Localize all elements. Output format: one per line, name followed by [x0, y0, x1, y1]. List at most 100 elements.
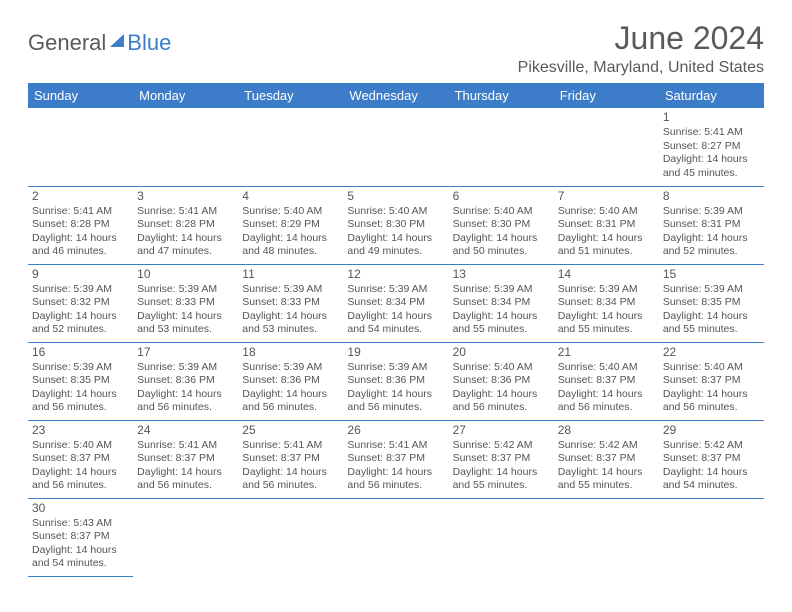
- daylight-text: Daylight: 14 hours and 55 minutes.: [558, 310, 655, 337]
- sunrise-text: Sunrise: 5:39 AM: [137, 283, 234, 296]
- sunset-text: Sunset: 8:30 PM: [347, 218, 444, 231]
- day-number: 11: [242, 267, 339, 282]
- daylight-text: Daylight: 14 hours and 54 minutes.: [663, 466, 760, 493]
- brand-part2: Blue: [127, 30, 171, 56]
- day-number: 21: [558, 345, 655, 360]
- daylight-text: Daylight: 14 hours and 56 minutes.: [663, 388, 760, 415]
- calendar-row: 2Sunrise: 5:41 AMSunset: 8:28 PMDaylight…: [28, 186, 764, 264]
- sunrise-text: Sunrise: 5:39 AM: [242, 283, 339, 296]
- day-cell: 29Sunrise: 5:42 AMSunset: 8:37 PMDayligh…: [659, 420, 764, 498]
- daylight-text: Daylight: 14 hours and 47 minutes.: [137, 232, 234, 259]
- sunrise-text: Sunrise: 5:43 AM: [32, 517, 129, 530]
- sunset-text: Sunset: 8:37 PM: [242, 452, 339, 465]
- title-block: June 2024 Pikesville, Maryland, United S…: [518, 20, 764, 77]
- sunset-text: Sunset: 8:36 PM: [347, 374, 444, 387]
- daylight-text: Daylight: 14 hours and 54 minutes.: [347, 310, 444, 337]
- daylight-text: Daylight: 14 hours and 45 minutes.: [663, 153, 760, 180]
- sunset-text: Sunset: 8:35 PM: [663, 296, 760, 309]
- daylight-text: Daylight: 14 hours and 56 minutes.: [242, 466, 339, 493]
- empty-cell: [343, 108, 448, 186]
- day-cell: 22Sunrise: 5:40 AMSunset: 8:37 PMDayligh…: [659, 342, 764, 420]
- day-number: 1: [663, 110, 760, 125]
- daylight-text: Daylight: 14 hours and 56 minutes.: [347, 388, 444, 415]
- empty-cell: [449, 108, 554, 186]
- day-cell: 24Sunrise: 5:41 AMSunset: 8:37 PMDayligh…: [133, 420, 238, 498]
- day-cell: 4Sunrise: 5:40 AMSunset: 8:29 PMDaylight…: [238, 186, 343, 264]
- day-header: Saturday: [659, 83, 764, 108]
- sunset-text: Sunset: 8:33 PM: [242, 296, 339, 309]
- sunrise-text: Sunrise: 5:39 AM: [347, 283, 444, 296]
- sunrise-text: Sunrise: 5:41 AM: [137, 439, 234, 452]
- sunrise-text: Sunrise: 5:39 AM: [558, 283, 655, 296]
- sunset-text: Sunset: 8:37 PM: [663, 452, 760, 465]
- day-number: 3: [137, 189, 234, 204]
- daylight-text: Daylight: 14 hours and 56 minutes.: [242, 388, 339, 415]
- empty-cell: [133, 498, 238, 576]
- daylight-text: Daylight: 14 hours and 56 minutes.: [32, 388, 129, 415]
- sunrise-text: Sunrise: 5:39 AM: [663, 283, 760, 296]
- day-number: 18: [242, 345, 339, 360]
- sunrise-text: Sunrise: 5:42 AM: [663, 439, 760, 452]
- day-cell: 6Sunrise: 5:40 AMSunset: 8:30 PMDaylight…: [449, 186, 554, 264]
- calendar-body: 1Sunrise: 5:41 AMSunset: 8:27 PMDaylight…: [28, 108, 764, 576]
- daylight-text: Daylight: 14 hours and 53 minutes.: [242, 310, 339, 337]
- sunset-text: Sunset: 8:37 PM: [558, 374, 655, 387]
- sunset-text: Sunset: 8:37 PM: [32, 452, 129, 465]
- calendar-header-row: SundayMondayTuesdayWednesdayThursdayFrid…: [28, 83, 764, 108]
- day-cell: 17Sunrise: 5:39 AMSunset: 8:36 PMDayligh…: [133, 342, 238, 420]
- sunset-text: Sunset: 8:28 PM: [137, 218, 234, 231]
- sunset-text: Sunset: 8:31 PM: [558, 218, 655, 231]
- sunset-text: Sunset: 8:33 PM: [137, 296, 234, 309]
- day-cell: 18Sunrise: 5:39 AMSunset: 8:36 PMDayligh…: [238, 342, 343, 420]
- day-cell: 1Sunrise: 5:41 AMSunset: 8:27 PMDaylight…: [659, 108, 764, 186]
- day-cell: 16Sunrise: 5:39 AMSunset: 8:35 PMDayligh…: [28, 342, 133, 420]
- day-number: 14: [558, 267, 655, 282]
- day-number: 9: [32, 267, 129, 282]
- day-cell: 20Sunrise: 5:40 AMSunset: 8:36 PMDayligh…: [449, 342, 554, 420]
- daylight-text: Daylight: 14 hours and 56 minutes.: [137, 466, 234, 493]
- calendar-row: 23Sunrise: 5:40 AMSunset: 8:37 PMDayligh…: [28, 420, 764, 498]
- empty-cell: [238, 108, 343, 186]
- sunset-text: Sunset: 8:34 PM: [453, 296, 550, 309]
- sunset-text: Sunset: 8:35 PM: [32, 374, 129, 387]
- day-number: 20: [453, 345, 550, 360]
- sunset-text: Sunset: 8:37 PM: [347, 452, 444, 465]
- day-number: 30: [32, 501, 129, 516]
- location-text: Pikesville, Maryland, United States: [518, 59, 764, 77]
- empty-cell: [554, 108, 659, 186]
- sunrise-text: Sunrise: 5:42 AM: [558, 439, 655, 452]
- daylight-text: Daylight: 14 hours and 56 minutes.: [32, 466, 129, 493]
- day-cell: 28Sunrise: 5:42 AMSunset: 8:37 PMDayligh…: [554, 420, 659, 498]
- day-cell: 19Sunrise: 5:39 AMSunset: 8:36 PMDayligh…: [343, 342, 448, 420]
- sunset-text: Sunset: 8:27 PM: [663, 140, 760, 153]
- day-cell: 7Sunrise: 5:40 AMSunset: 8:31 PMDaylight…: [554, 186, 659, 264]
- day-number: 23: [32, 423, 129, 438]
- sunrise-text: Sunrise: 5:41 AM: [137, 205, 234, 218]
- sunset-text: Sunset: 8:34 PM: [558, 296, 655, 309]
- sunrise-text: Sunrise: 5:39 AM: [242, 361, 339, 374]
- sunrise-text: Sunrise: 5:40 AM: [663, 361, 760, 374]
- brand-part1: General: [28, 30, 106, 56]
- day-number: 10: [137, 267, 234, 282]
- day-header: Friday: [554, 83, 659, 108]
- daylight-text: Daylight: 14 hours and 46 minutes.: [32, 232, 129, 259]
- sunset-text: Sunset: 8:34 PM: [347, 296, 444, 309]
- day-number: 25: [242, 423, 339, 438]
- day-number: 12: [347, 267, 444, 282]
- day-number: 15: [663, 267, 760, 282]
- daylight-text: Daylight: 14 hours and 54 minutes.: [32, 544, 129, 571]
- day-cell: 8Sunrise: 5:39 AMSunset: 8:31 PMDaylight…: [659, 186, 764, 264]
- sunrise-text: Sunrise: 5:41 AM: [32, 205, 129, 218]
- calendar-row: 9Sunrise: 5:39 AMSunset: 8:32 PMDaylight…: [28, 264, 764, 342]
- day-cell: 23Sunrise: 5:40 AMSunset: 8:37 PMDayligh…: [28, 420, 133, 498]
- day-cell: 26Sunrise: 5:41 AMSunset: 8:37 PMDayligh…: [343, 420, 448, 498]
- daylight-text: Daylight: 14 hours and 56 minutes.: [558, 388, 655, 415]
- day-number: 6: [453, 189, 550, 204]
- sunrise-text: Sunrise: 5:41 AM: [242, 439, 339, 452]
- sunrise-text: Sunrise: 5:39 AM: [32, 361, 129, 374]
- sunrise-text: Sunrise: 5:41 AM: [347, 439, 444, 452]
- day-number: 7: [558, 189, 655, 204]
- sunrise-text: Sunrise: 5:39 AM: [32, 283, 129, 296]
- sunrise-text: Sunrise: 5:42 AM: [453, 439, 550, 452]
- header: General Blue June 2024 Pikesville, Maryla…: [28, 20, 764, 77]
